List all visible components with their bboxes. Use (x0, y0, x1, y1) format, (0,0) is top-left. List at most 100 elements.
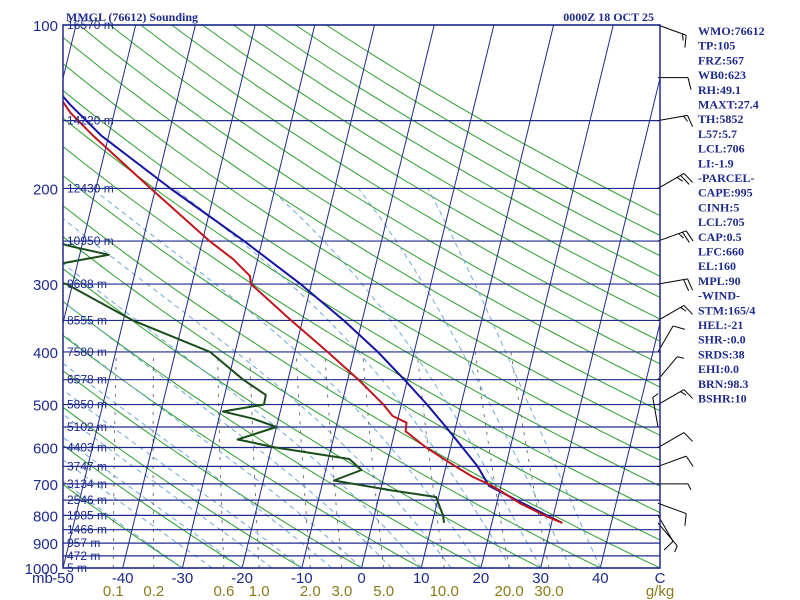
dewpoint-line (63, 242, 446, 524)
wind-barb-staff (657, 432, 685, 448)
dry-adiabat-line (78, 25, 660, 388)
isotherm-line (122, 25, 256, 568)
dry-adiabat-line (109, 25, 660, 365)
dry-adiabat-line (63, 62, 660, 436)
isotherm-line (181, 25, 316, 568)
isotherm-line (540, 76, 660, 568)
wind-barb-staff (657, 304, 685, 321)
wind-barb-flag (663, 540, 674, 551)
pressure-tick-label: 800 (33, 508, 58, 525)
isotherm-line (420, 25, 555, 568)
wind-barb (657, 278, 694, 292)
mixing-ratio-tick-label: 1.0 (249, 583, 270, 600)
mixing-ratio-line (324, 351, 343, 568)
wind-barb-flag (687, 115, 694, 127)
wind-barb-staff (652, 397, 659, 428)
index-line: TP:105 (698, 39, 735, 53)
height-label: 10950 m (67, 234, 114, 248)
mixing-ratio-line (510, 351, 550, 568)
height-label: 9688 m (67, 277, 107, 291)
index-line: CAP:0.5 (698, 230, 742, 244)
isobar-lines (63, 24, 660, 569)
moist-adiabat-line (63, 436, 243, 568)
wind-barb-flag (682, 231, 690, 243)
mixing-ratio-tick-label: 0.1 (103, 583, 124, 600)
isotherm-line (480, 25, 614, 568)
wind-barb-flag (684, 513, 687, 526)
mixing-ratio-tick-label: 3.0 (331, 583, 352, 600)
wind-barb (657, 114, 694, 127)
wind-barb (657, 455, 694, 467)
index-list: WMO:76612TP:105FRZ:567WB0:623RH:49.1MAXT… (698, 24, 765, 406)
pressure-tick-label: 700 (33, 477, 58, 494)
wind-barb-flag (677, 356, 684, 359)
height-label: 5850 m (67, 398, 107, 412)
pressure-tick-label: 200 (33, 181, 58, 198)
index-line: CINH:5 (698, 200, 739, 214)
wind-barb-flag (683, 173, 693, 183)
wind-barb (657, 173, 693, 189)
mixing-ratio-line (362, 351, 385, 568)
isotherm-line (0, 25, 16, 568)
sounding-profiles (63, 94, 563, 524)
moist-adiabat-line (63, 413, 273, 568)
wind-barb (657, 432, 693, 448)
index-line: EL:160 (698, 259, 736, 273)
temperature-tick-label: -30 (172, 570, 194, 587)
temperature-line (63, 100, 563, 524)
height-label: 3747 m (67, 459, 107, 473)
mixing-ratio-tick-label: 2.0 (300, 583, 321, 600)
height-label: 957 m (67, 536, 100, 550)
wind-barb-staff (657, 356, 678, 381)
wind-barb-staff (657, 455, 687, 467)
moist-adiabat-line (63, 262, 422, 568)
wind-barb-staff (657, 389, 685, 405)
mixing-ratio-line (217, 351, 225, 568)
wind-barb-flag (683, 279, 690, 292)
pressure-tick-label: 400 (33, 345, 58, 362)
wind-barb (657, 389, 693, 405)
index-line: MPL:90 (698, 274, 741, 288)
index-line: -WIND- (698, 289, 740, 303)
wind-barb (657, 522, 678, 553)
plot-border (62, 24, 661, 569)
wind-barb-flag (687, 483, 692, 491)
wind-barb-flag (683, 389, 693, 399)
wind-barb (657, 325, 686, 353)
isotherm-line (301, 25, 435, 568)
mixing-ratio-tick-label: 0.2 (143, 583, 164, 600)
isotherm-lines (0, 25, 660, 568)
index-line: STM:165/4 (698, 303, 755, 317)
height-label: 4403 m (67, 441, 107, 455)
index-line: RH:49.1 (698, 83, 741, 97)
wind-barb-staff (657, 173, 685, 189)
index-line: -PARCEL- (698, 171, 754, 185)
index-line: TH:5852 (698, 112, 743, 126)
mixing-ratio-line (112, 351, 117, 568)
isotherm-line (361, 25, 495, 568)
index-line: LCL:705 (698, 215, 745, 229)
isotherm-line (63, 25, 196, 568)
mixing-ratio-tick-label: 10.0 (430, 583, 459, 600)
height-label: 16570 m (67, 18, 114, 32)
index-line: BSHR:10 (698, 392, 747, 406)
height-label: 12430 m (67, 181, 114, 195)
height-label: 5102 m (67, 420, 107, 434)
isotherm-line (599, 321, 660, 568)
moist-adiabat-line (91, 188, 482, 568)
wind-barb-flag (674, 545, 678, 553)
wind-barb-flag (680, 391, 687, 396)
mixing-ratio-line (474, 351, 510, 568)
height-label: 1466 m (67, 523, 107, 537)
moist-adiabat-line (63, 480, 183, 568)
wind-barb-flag (683, 115, 689, 122)
mixing-ratio-tick-label: 0.6 (213, 583, 234, 600)
mixing-ratio-tick-label: 5.0 (373, 583, 394, 600)
isotherm-line (241, 25, 375, 568)
wind-barb (657, 502, 687, 526)
temperature-tick-label: -40 (112, 570, 134, 587)
height-label: 14220 m (67, 114, 114, 128)
wind-barb (657, 24, 687, 48)
temperature-tick-label: -10 (291, 570, 313, 587)
height-label: 6578 m (67, 373, 107, 387)
